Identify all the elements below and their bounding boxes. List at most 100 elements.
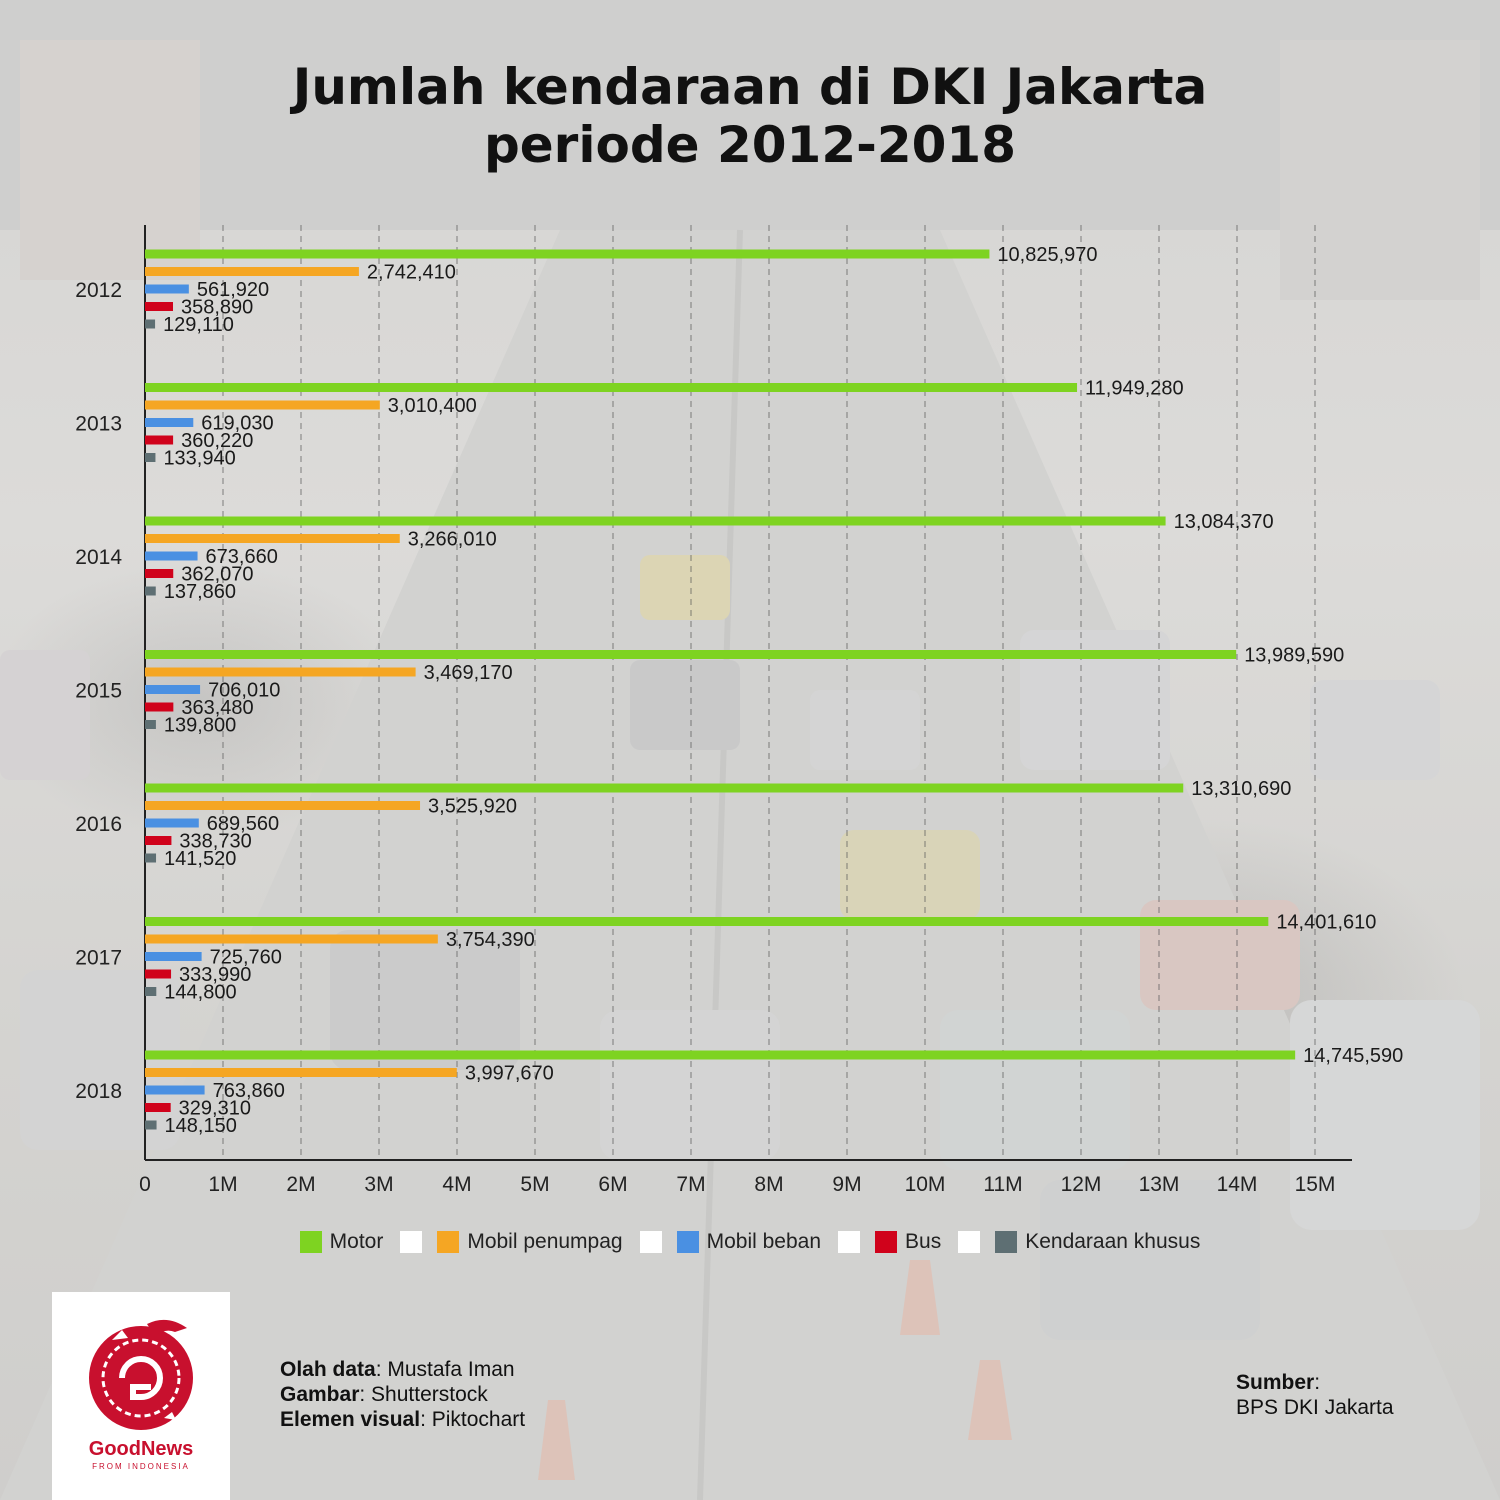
legend-swatch xyxy=(676,1231,699,1253)
legend-spacer xyxy=(958,1231,981,1253)
data-label: 725,760 xyxy=(210,947,282,969)
credit-label: Elemen visual xyxy=(280,1408,421,1431)
bar xyxy=(145,569,174,578)
data-label: 706,010 xyxy=(208,680,280,702)
data-label: 333,990 xyxy=(179,964,251,986)
legend-item: Kendaraan khusus xyxy=(995,1230,1200,1254)
bar xyxy=(145,650,1237,659)
x-tick-label: 5M xyxy=(520,1173,549,1196)
chart-title: Jumlah kendaraan di DKI Jakarta periode … xyxy=(0,58,1500,174)
bar xyxy=(145,453,156,462)
legend-label: Bus xyxy=(905,1230,942,1253)
data-label: 141,520 xyxy=(164,848,236,870)
bar xyxy=(145,319,156,329)
data-label: 360,220 xyxy=(181,430,253,452)
credit-label: Olah data xyxy=(280,1358,376,1381)
y-category-label: 2018 xyxy=(75,1080,122,1103)
bar xyxy=(145,302,173,311)
data-label: 2,742,410 xyxy=(367,262,456,284)
data-label: 338,730 xyxy=(179,831,251,853)
data-label: 561,920 xyxy=(197,279,269,301)
x-tick-label: 7M xyxy=(676,1173,705,1196)
garuda-emblem-icon xyxy=(89,1319,193,1430)
data-label: 3,997,670 xyxy=(465,1063,554,1085)
bar xyxy=(145,249,990,259)
data-label: 11,949,280 xyxy=(1085,378,1184,400)
data-label: 133,940 xyxy=(163,448,235,470)
bar xyxy=(145,1103,171,1112)
bar xyxy=(145,551,198,561)
y-category-label: 2016 xyxy=(75,813,122,836)
legend-item: Motor xyxy=(299,1230,383,1254)
credit-olah-data: Olah data: Mustafa Iman xyxy=(280,1357,525,1382)
bar xyxy=(145,987,157,996)
y-category-label: 2014 xyxy=(75,546,122,569)
credit-elemen-visual: Elemen visual: Piktochart xyxy=(280,1407,525,1432)
bar xyxy=(145,818,199,828)
data-label: 329,310 xyxy=(179,1098,251,1120)
source-value: BPS DKI Jakarta xyxy=(1236,1396,1394,1419)
x-tick-label: 9M xyxy=(832,1173,861,1196)
legend-spacer xyxy=(639,1231,662,1253)
x-tick-label: 11M xyxy=(983,1173,1022,1196)
legend-spacer xyxy=(838,1231,861,1253)
x-tick-label: 3M xyxy=(364,1173,393,1196)
legend-item: Bus xyxy=(875,1230,941,1254)
bar xyxy=(145,435,174,445)
bar xyxy=(145,1085,205,1095)
bar xyxy=(145,534,400,543)
legend-swatch xyxy=(995,1231,1018,1253)
credit-label: Gambar xyxy=(280,1383,360,1406)
data-label: 13,084,370 xyxy=(1174,511,1274,533)
bar xyxy=(145,853,157,863)
bar xyxy=(145,383,1078,392)
source-block: Sumber: BPS DKI Jakarta xyxy=(1236,1370,1394,1420)
bar xyxy=(145,1120,157,1130)
bar xyxy=(145,667,416,677)
bar xyxy=(145,586,156,596)
x-tick-label: 8M xyxy=(754,1173,783,1196)
data-label: 619,030 xyxy=(201,413,273,435)
data-label: 13,989,590 xyxy=(1244,645,1344,667)
bar xyxy=(145,783,1184,793)
source-label: Sumber xyxy=(1236,1371,1315,1394)
y-category-label: 2012 xyxy=(75,279,122,302)
legend-item: Mobil penumpag xyxy=(437,1230,623,1254)
data-label: 763,860 xyxy=(213,1080,285,1102)
bar xyxy=(145,801,421,810)
x-tick-label: 15M xyxy=(1295,1173,1336,1196)
data-label: 3,754,390 xyxy=(446,929,535,951)
bar xyxy=(145,284,189,294)
credit-value: : Piktochart xyxy=(420,1408,526,1431)
y-category-label: 2013 xyxy=(75,413,122,436)
bar xyxy=(145,934,438,944)
chart-title-line-2: periode 2012-2018 xyxy=(483,116,1017,174)
credits-block: Olah data: Mustafa Iman Gambar: Shutters… xyxy=(280,1357,525,1432)
bar xyxy=(145,418,194,427)
x-tick-label: 12M xyxy=(1061,1173,1102,1196)
bar xyxy=(145,516,1166,526)
credit-gambar: Gambar: Shutterstock xyxy=(280,1382,525,1407)
bar xyxy=(145,969,172,979)
legend-label: Kendaraan khusus xyxy=(1025,1230,1201,1253)
data-label: 10,825,970 xyxy=(997,244,1097,266)
source-colon: : xyxy=(1314,1371,1321,1394)
x-tick-label: 1M xyxy=(208,1173,237,1196)
data-label: 14,401,610 xyxy=(1276,912,1376,934)
data-label: 3,469,170 xyxy=(424,662,513,684)
source-heading: Sumber: xyxy=(1236,1370,1394,1395)
data-label: 673,660 xyxy=(206,546,278,568)
bar xyxy=(145,267,359,276)
x-tick-label: 14M xyxy=(1217,1173,1258,1196)
bar xyxy=(145,400,380,410)
legend-swatch xyxy=(299,1231,322,1253)
x-tick-label: 4M xyxy=(442,1173,471,1196)
x-tick-label: 6M xyxy=(598,1173,627,1196)
y-category-label: 2015 xyxy=(75,680,122,703)
logo-tagline: FROM INDONESIA xyxy=(92,1462,190,1471)
legend-spacer xyxy=(400,1231,423,1253)
data-label: 358,890 xyxy=(181,297,253,319)
x-tick-label: 2M xyxy=(286,1173,315,1196)
bar xyxy=(145,917,1269,926)
